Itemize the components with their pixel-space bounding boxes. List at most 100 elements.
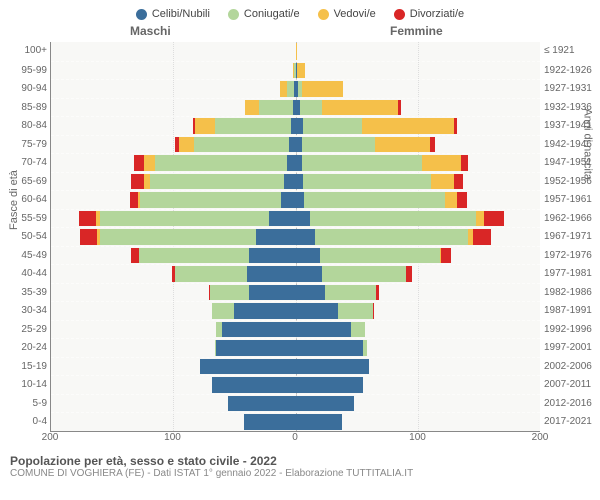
age-label: 5-9 bbox=[7, 398, 47, 409]
birth-label: 1977-1981 bbox=[544, 268, 598, 279]
bar-right bbox=[296, 359, 370, 375]
seg-c bbox=[296, 359, 370, 375]
seg-co bbox=[303, 174, 432, 190]
bar-left bbox=[215, 340, 296, 356]
legend-label: Vedovi/e bbox=[334, 8, 376, 20]
birth-label: 1927-1931 bbox=[544, 83, 598, 94]
bar-left bbox=[134, 155, 296, 171]
birth-label: 1992-1996 bbox=[544, 324, 598, 335]
seg-c bbox=[296, 266, 323, 282]
seg-v bbox=[179, 137, 194, 153]
seg-co bbox=[322, 266, 405, 282]
seg-co bbox=[320, 248, 440, 264]
chart-title: Popolazione per età, sesso e stato civil… bbox=[10, 454, 590, 468]
seg-d bbox=[131, 174, 143, 190]
age-label: 80-84 bbox=[7, 120, 47, 131]
birth-label: 1967-1971 bbox=[544, 231, 598, 242]
seg-c bbox=[212, 377, 295, 393]
seg-c bbox=[228, 396, 295, 412]
seg-co bbox=[175, 266, 246, 282]
seg-d bbox=[131, 248, 138, 264]
bar-right bbox=[296, 174, 464, 190]
seg-v bbox=[296, 43, 297, 60]
age-label: 90-94 bbox=[7, 83, 47, 94]
seg-co bbox=[150, 174, 285, 190]
seg-co bbox=[194, 137, 290, 153]
seg-c bbox=[296, 174, 303, 190]
seg-v bbox=[322, 100, 398, 116]
bar-right bbox=[296, 100, 401, 116]
bar-right bbox=[296, 340, 367, 356]
seg-co bbox=[302, 137, 376, 153]
seg-c bbox=[296, 377, 363, 393]
seg-c bbox=[234, 303, 295, 319]
bar-right bbox=[296, 266, 412, 282]
bar-right bbox=[296, 248, 452, 264]
seg-co bbox=[303, 118, 362, 134]
seg-c bbox=[296, 340, 363, 356]
legend-label: Coniugati/e bbox=[244, 8, 300, 20]
x-tick: 100 bbox=[164, 432, 181, 443]
bar-left bbox=[212, 377, 295, 393]
birth-label: 1952-1956 bbox=[544, 176, 598, 187]
bar-left bbox=[193, 118, 296, 134]
seg-c bbox=[244, 414, 295, 430]
seg-co bbox=[310, 211, 475, 227]
age-label: 95-99 bbox=[7, 65, 47, 76]
seg-c bbox=[222, 322, 296, 338]
seg-d bbox=[430, 137, 435, 153]
legend: Celibi/NubiliConiugati/eVedovi/eDivorzia… bbox=[0, 0, 600, 24]
seg-d bbox=[130, 192, 137, 208]
seg-co bbox=[215, 118, 291, 134]
seg-c bbox=[296, 285, 325, 301]
age-row: 65-691952-1956 bbox=[51, 172, 540, 191]
x-tick: 100 bbox=[409, 432, 426, 443]
seg-c bbox=[256, 229, 295, 245]
bar-right bbox=[296, 81, 344, 97]
birth-label: 1987-1991 bbox=[544, 305, 598, 316]
birth-label: 1972-1976 bbox=[544, 250, 598, 261]
seg-d bbox=[454, 174, 464, 190]
header-male: Maschi bbox=[130, 24, 171, 38]
x-tick: 200 bbox=[42, 432, 59, 443]
birth-label: 1997-2001 bbox=[544, 342, 598, 353]
age-label: 20-24 bbox=[7, 342, 47, 353]
seg-co bbox=[363, 340, 367, 356]
bar-right bbox=[296, 229, 492, 245]
bar-left bbox=[79, 211, 296, 227]
bar-left bbox=[172, 266, 296, 282]
seg-co bbox=[302, 155, 422, 171]
seg-co bbox=[155, 155, 287, 171]
seg-c bbox=[296, 303, 339, 319]
pyramid-chart: 100+≤ 192195-991922-192690-941927-193185… bbox=[50, 42, 540, 432]
seg-co bbox=[287, 81, 294, 97]
birth-label: 1937-1941 bbox=[544, 120, 598, 131]
seg-co bbox=[315, 229, 468, 245]
bar-right bbox=[296, 43, 297, 60]
age-row: 100+≤ 1921 bbox=[51, 42, 540, 61]
seg-c bbox=[281, 192, 296, 208]
age-row: 45-491972-1976 bbox=[51, 246, 540, 265]
bar-right bbox=[296, 414, 343, 430]
seg-co bbox=[139, 248, 249, 264]
seg-v bbox=[422, 155, 461, 171]
seg-d bbox=[79, 211, 96, 227]
seg-c bbox=[296, 322, 351, 338]
age-label: 85-89 bbox=[7, 102, 47, 113]
age-label: 30-34 bbox=[7, 305, 47, 316]
age-label: 25-29 bbox=[7, 324, 47, 335]
seg-v bbox=[280, 81, 287, 97]
seg-v bbox=[297, 63, 306, 79]
legend-label: Divorziati/e bbox=[410, 8, 464, 20]
x-tick: 200 bbox=[532, 432, 549, 443]
bar-right bbox=[296, 63, 306, 79]
seg-d bbox=[461, 155, 468, 171]
age-label: 60-64 bbox=[7, 194, 47, 205]
age-label: 50-54 bbox=[7, 231, 47, 242]
seg-co bbox=[259, 100, 293, 116]
birth-label: 1942-1946 bbox=[544, 139, 598, 150]
bar-left bbox=[245, 100, 295, 116]
seg-co bbox=[351, 322, 366, 338]
seg-c bbox=[287, 155, 296, 171]
bar-right bbox=[296, 322, 366, 338]
